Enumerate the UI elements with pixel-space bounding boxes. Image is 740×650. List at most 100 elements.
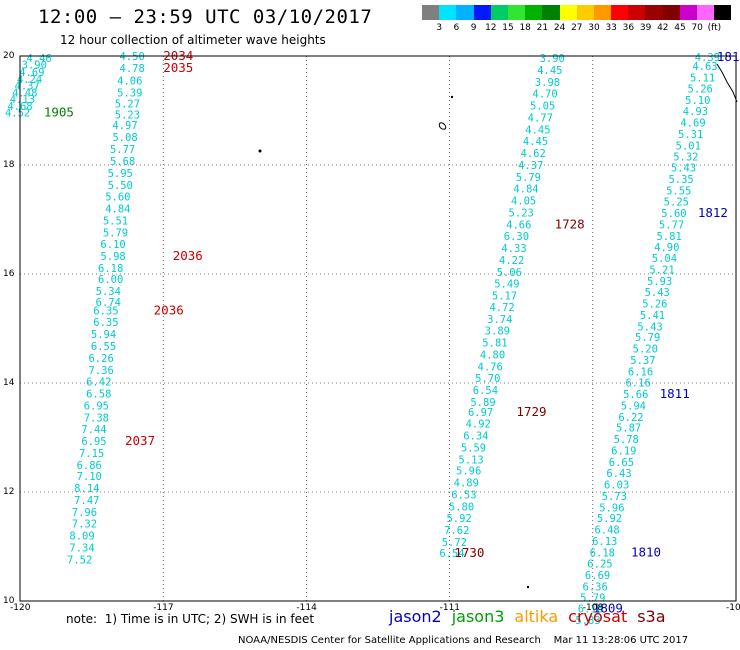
wave-height-value: 7.47: [74, 495, 99, 507]
wave-height-value: 4.45: [537, 65, 562, 77]
wave-height-value: 4.37: [518, 160, 543, 172]
wave-height-value: 5.93: [647, 276, 672, 288]
wave-height-value: 4.50: [120, 51, 145, 63]
wave-height-value: 5.89: [470, 397, 495, 409]
wave-height-value: 6.97: [468, 407, 493, 419]
island-dot: [450, 95, 454, 99]
wave-height-value: 4.93: [683, 106, 708, 118]
legend-jason2: jason2: [389, 607, 442, 626]
wave-height-value: 5.01: [676, 140, 701, 152]
longitude-tick: -108: [582, 603, 604, 613]
pass-time-label: 1810: [631, 544, 661, 559]
color-swatch: [439, 5, 457, 20]
satellite-legend: jason2 jason3 altika cryosat s3a: [389, 607, 676, 626]
color-scale-label: 33: [605, 23, 617, 33]
wave-height-value: 6.10: [100, 239, 125, 251]
wave-height-value: 4.72: [489, 302, 514, 314]
longitude-tick: -117: [153, 603, 174, 613]
wave-height-value: 5.78: [614, 434, 639, 446]
wave-height-value: 5.10: [685, 95, 710, 107]
color-swatch: [679, 5, 697, 20]
wave-height-value: 6.25: [587, 558, 612, 570]
wave-height-value: 7.15: [79, 448, 104, 460]
color-scale-label: 30: [588, 23, 600, 33]
island-dot: [258, 149, 262, 153]
wave-height-value: 5.59: [461, 442, 486, 454]
wave-height-value: 5.96: [599, 502, 624, 514]
wave-height-value: 4.76: [478, 362, 503, 374]
wave-height-value: 5.37: [630, 355, 655, 367]
wave-height-value: 4.13: [10, 94, 35, 106]
wave-height-value: 7.38: [84, 412, 109, 424]
wave-height-value: 7.34: [69, 543, 94, 555]
wave-height-value: 5.43: [645, 287, 670, 299]
wave-height-value: 3.90: [22, 60, 47, 72]
wave-height-value: 5.60: [661, 208, 686, 220]
wave-height-value: 5.73: [602, 491, 627, 503]
wave-height-value: 4.22: [499, 255, 524, 267]
wave-height-value: 6.54: [439, 548, 464, 560]
wave-height-value: 6.53: [451, 490, 476, 502]
color-swatch: [525, 5, 543, 20]
wave-height-value: 5.23: [509, 207, 534, 219]
wave-height-value: 6.34: [463, 430, 488, 442]
wave-height-value: 6.42: [86, 376, 111, 388]
wave-height-value: 5.31: [678, 129, 703, 141]
wave-height-value: 5.60: [105, 192, 130, 204]
wave-height-value: 5.70: [475, 373, 500, 385]
pass-time-label: 1728: [555, 216, 585, 231]
pass-time-label: 1813: [717, 49, 740, 64]
wave-height-value: 4.97: [112, 120, 137, 132]
wave-height-value: 3.90: [540, 53, 565, 65]
latitude-tick: 14: [3, 378, 15, 388]
pass-time-label: 2036: [173, 248, 203, 263]
wave-height-value: 6.35: [93, 317, 118, 329]
altimeter-tracks: 4.463.904.694.244.374.484.134.684.524.50…: [5, 51, 720, 627]
wave-height-value: 6.00: [98, 274, 123, 286]
wave-height-value: 6.95: [81, 436, 106, 448]
wave-height-value: 6.30: [504, 231, 529, 243]
wave-height-value: 6.35: [93, 306, 118, 318]
wave-height-value: 4.48: [12, 88, 37, 100]
color-swatch: [490, 5, 508, 20]
wave-height-value: 6.65: [609, 457, 634, 469]
color-swatch: [714, 5, 732, 20]
credit-footer: NOAA/NESDIS Center for Satellite Applica…: [238, 635, 689, 646]
color-scale-label: 27: [571, 23, 583, 33]
wave-height-value: 6.16: [628, 367, 653, 379]
legend-cryosat: cryosat: [568, 607, 628, 626]
wave-height-value: 5.80: [449, 502, 474, 514]
wave-height-value: 6.18: [590, 547, 615, 559]
coastline-path: [716, 63, 738, 103]
pass-time-label: 1905: [44, 105, 74, 120]
color-swatch: [662, 5, 680, 20]
wave-height-value: 4.63: [692, 61, 717, 73]
wave-height-value: 6.22: [618, 412, 643, 424]
wave-height-value: 6.19: [611, 446, 636, 458]
legend-s3a: s3a: [637, 607, 666, 626]
color-scale-label: 42: [657, 23, 669, 33]
wave-height-value: 5.92: [597, 513, 622, 525]
wave-height-value: 5.06: [497, 267, 522, 279]
pass-time-label: 1812: [698, 205, 728, 220]
map-subtitle: 12 hour collection of altimeter wave hei…: [60, 33, 326, 47]
wave-height-value: 5.27: [115, 98, 140, 110]
wave-height-value: 5.17: [492, 290, 517, 302]
wave-height-value: 5.26: [688, 84, 713, 96]
wave-height-value: 5.41: [640, 310, 665, 322]
color-swatch: [611, 5, 629, 20]
wave-height-value: 3.89: [485, 326, 510, 338]
wave-height-value: 5.11: [690, 72, 715, 84]
color-scale-label: 70: [691, 23, 703, 33]
wave-height-value: 5.68: [110, 156, 135, 168]
wave-height-value: 6.48: [594, 525, 619, 537]
wave-height-value: 7.36: [88, 365, 113, 377]
pass-time-label: 1729: [516, 404, 546, 419]
wave-height-value: 6.16: [578, 604, 603, 616]
wave-height-value: 5.66: [623, 389, 648, 401]
pass-time-label: 1730: [454, 545, 484, 560]
wave-height-value: 4.62: [520, 148, 545, 160]
wave-height-value: 5.20: [633, 344, 658, 356]
wave-height-value: 8.09: [69, 531, 94, 543]
